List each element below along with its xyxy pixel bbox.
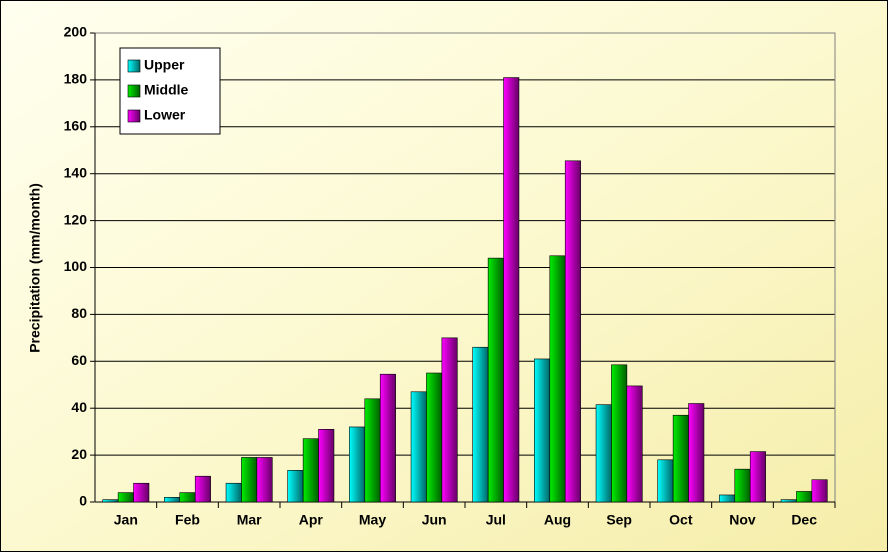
y-tick-label: 180 [64, 71, 88, 87]
x-tick-label: Nov [729, 512, 756, 528]
bar [549, 255, 566, 503]
bar [318, 429, 335, 503]
y-tick-label: 100 [64, 258, 88, 274]
y-tick-label: 20 [71, 446, 87, 462]
bar [688, 403, 705, 503]
bar [811, 479, 828, 503]
legend-swatch [127, 84, 141, 98]
bar [426, 372, 443, 503]
x-tick-label: Jan [114, 512, 138, 528]
x-tick-label: Jul [486, 512, 506, 528]
bar [364, 398, 381, 503]
bar [734, 468, 751, 503]
bar [179, 492, 196, 503]
bar [133, 482, 150, 503]
legend-label: Middle [144, 82, 189, 98]
bar [503, 77, 520, 503]
bar [410, 391, 427, 503]
x-tick-label: Oct [669, 512, 693, 528]
y-axis-title: Precipitation (mm/month) [27, 183, 43, 353]
y-tick-label: 140 [64, 164, 88, 180]
bar [749, 451, 766, 503]
x-tick-label: Dec [791, 512, 817, 528]
y-tick-label: 0 [79, 493, 87, 509]
bar [719, 494, 736, 503]
legend-label: Upper [144, 57, 185, 73]
x-tick-label: Jun [422, 512, 447, 528]
y-tick-label: 80 [71, 305, 87, 321]
bar [287, 470, 304, 503]
bar [302, 438, 319, 503]
bar [796, 491, 813, 503]
x-tick-label: Feb [175, 512, 200, 528]
bar [611, 364, 628, 503]
bar [164, 497, 181, 503]
legend-label: Lower [144, 107, 186, 123]
bar [657, 459, 674, 503]
x-tick-label: May [359, 512, 386, 528]
bar [256, 457, 273, 503]
y-tick-label: 60 [71, 352, 87, 368]
y-tick-label: 40 [71, 399, 87, 415]
y-tick-label: 160 [64, 118, 88, 134]
bar [487, 257, 504, 503]
bar [595, 404, 612, 503]
x-tick-label: Mar [237, 512, 262, 528]
bar [349, 426, 366, 503]
bar [672, 414, 689, 503]
bar [564, 160, 581, 503]
bar [225, 482, 242, 503]
bar [117, 492, 134, 503]
x-tick-label: Apr [299, 512, 324, 528]
x-tick-label: Sep [606, 512, 632, 528]
y-tick-label: 200 [64, 24, 88, 40]
bar [780, 499, 797, 503]
bar [241, 457, 258, 503]
legend-swatch [127, 109, 141, 123]
legend-swatch [127, 59, 141, 73]
bar [626, 385, 643, 503]
bar [441, 337, 458, 503]
bar [534, 358, 551, 503]
x-tick-label: Aug [544, 512, 571, 528]
bar [379, 373, 396, 503]
bar [472, 346, 489, 503]
bar [194, 475, 211, 503]
bar [102, 499, 119, 503]
y-tick-label: 120 [64, 211, 88, 227]
